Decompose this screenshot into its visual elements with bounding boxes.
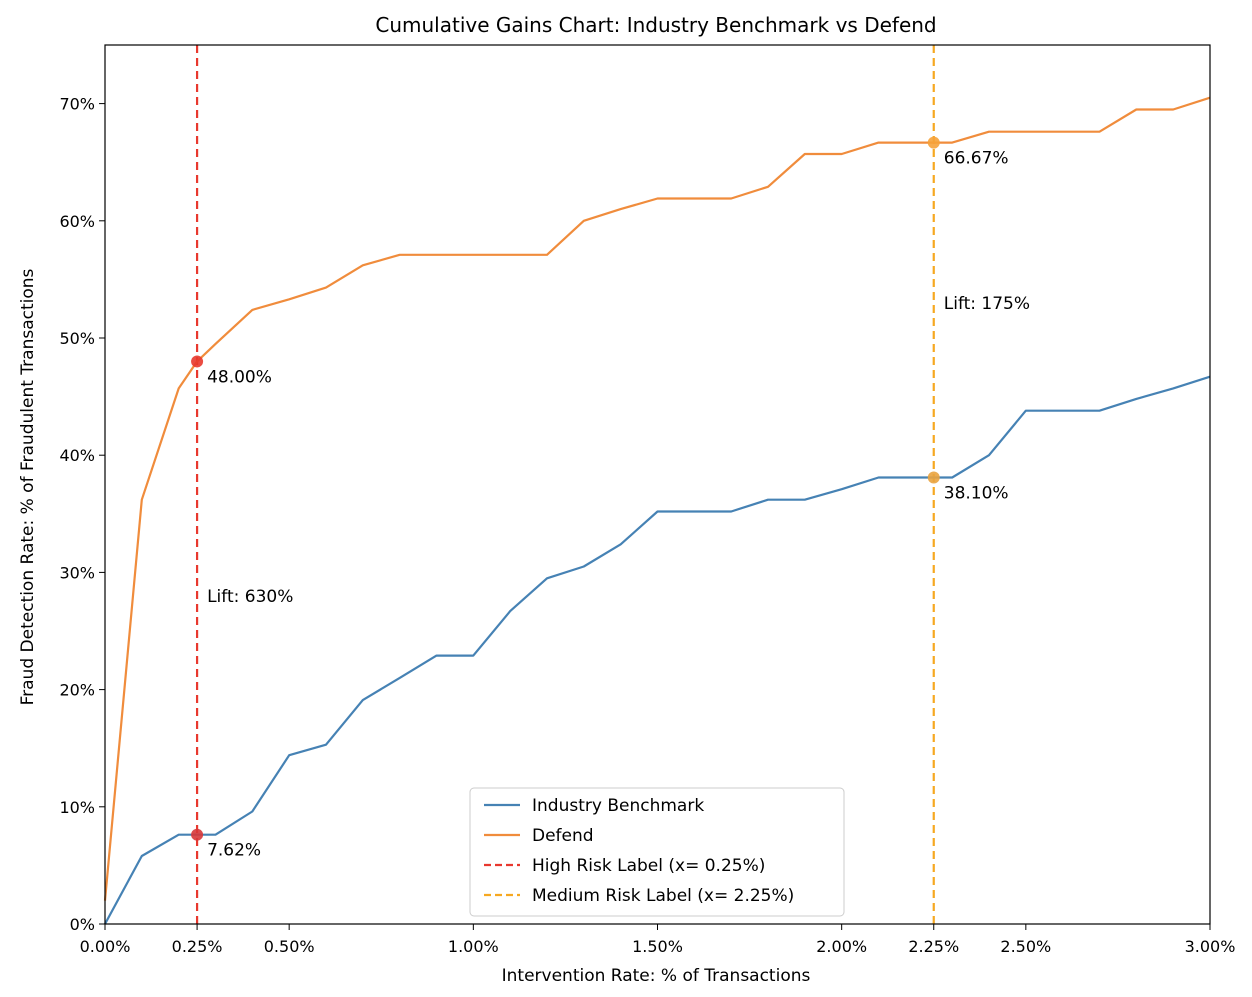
x-tick-label: 0.25% <box>172 937 223 956</box>
data-point-marker <box>191 355 204 368</box>
lift-annotation: Lift: 175% <box>944 294 1030 314</box>
legend-label: Industry Benchmark <box>532 796 704 816</box>
data-point-marker <box>191 828 204 841</box>
y-tick-label: 10% <box>59 798 95 817</box>
y-tick-label: 50% <box>59 329 95 348</box>
x-axis-label: Intervention Rate: % of Transactions <box>502 966 811 986</box>
series-line-industry-benchmark <box>104 375 1211 925</box>
x-tick-label: 3.00% <box>1185 937 1236 956</box>
x-tick-label: 2.00% <box>816 937 867 956</box>
y-tick-label: 20% <box>59 681 95 700</box>
y-tick-label: 60% <box>59 212 95 231</box>
y-tick-label: 0% <box>70 915 95 934</box>
data-point-label: 38.10% <box>944 483 1009 503</box>
x-tick-label: 0.50% <box>264 937 315 956</box>
legend-box <box>469 787 845 917</box>
x-tick-label: 2.50% <box>1000 937 1051 956</box>
y-axis-label: Fraud Detection Rate: % of Fraudulent Tr… <box>18 268 38 705</box>
data-point-label: 48.00% <box>207 367 272 387</box>
y-tick-label: 70% <box>59 95 95 114</box>
data-point-label: 7.62% <box>207 841 261 861</box>
x-tick-label: 1.00% <box>448 937 499 956</box>
series-line-defend <box>103 96 1211 901</box>
lift-annotation: Lift: 630% <box>207 587 293 607</box>
y-tick-label: 40% <box>59 446 95 465</box>
legend-label: High Risk Label (x= 0.25%) <box>532 856 765 876</box>
data-point-marker <box>927 471 940 484</box>
data-point-marker <box>927 136 940 149</box>
x-tick-label: 2.25% <box>908 937 959 956</box>
legend-label: Defend <box>532 826 594 846</box>
chart-title: Cumulative Gains Chart: Industry Benchma… <box>375 13 936 37</box>
y-tick-label: 30% <box>59 563 95 582</box>
legend: Industry Benchmark Defend High Risk Label … <box>469 787 845 917</box>
x-tick-label: 1.50% <box>632 937 683 956</box>
plot-area: 0% 10% 20% 30% 40% 50% 60% 70% 0.00% 0.25% 0.50% 1.… <box>59 44 1236 956</box>
plot-frame <box>104 44 1211 925</box>
legend-label: Medium Risk Label (x= 2.25%) <box>532 886 794 906</box>
data-point-label: 66.67% <box>944 149 1009 169</box>
x-tick-label: 0.00% <box>80 937 131 956</box>
